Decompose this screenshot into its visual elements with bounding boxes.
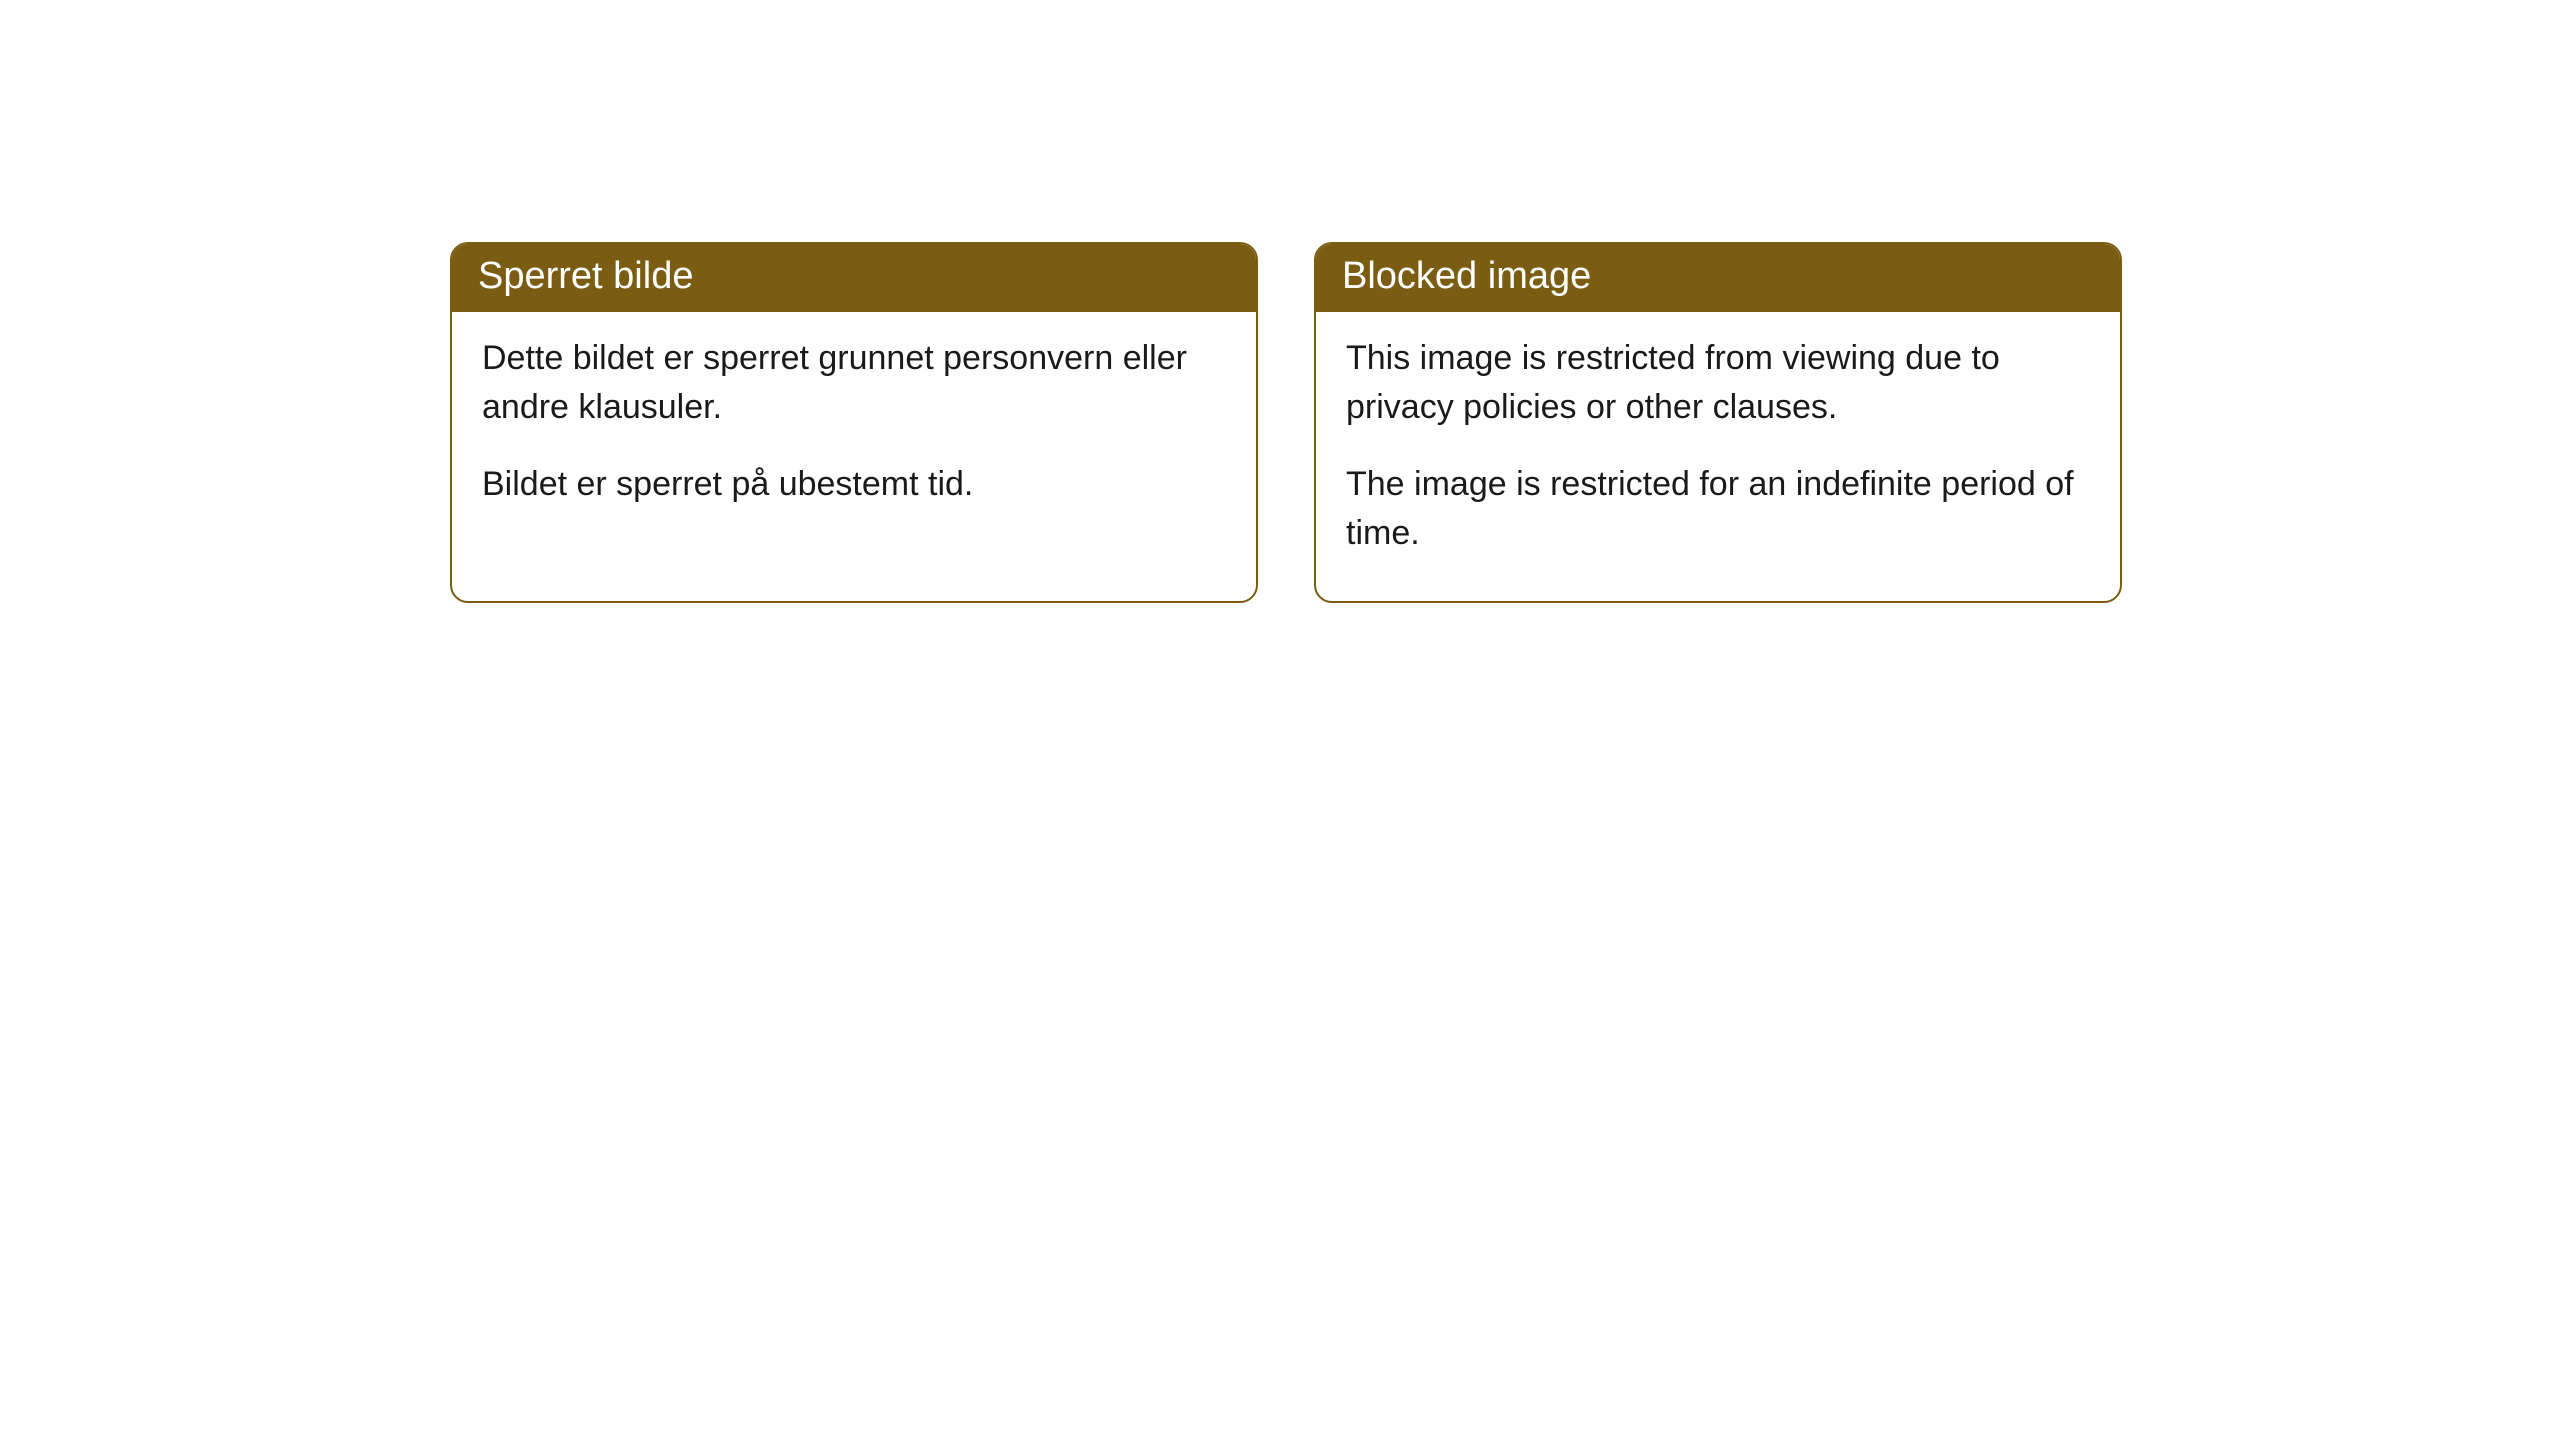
- card-text-norwegian-2: Bildet er sperret på ubestemt tid.: [482, 460, 1226, 509]
- card-body-norwegian: Dette bildet er sperret grunnet personve…: [452, 312, 1256, 552]
- card-title-norwegian: Sperret bilde: [478, 255, 693, 297]
- card-text-english-1: This image is restricted from viewing du…: [1346, 334, 2090, 433]
- notice-container: Sperret bilde Dette bildet er sperret gr…: [0, 0, 2560, 603]
- card-body-english: This image is restricted from viewing du…: [1316, 312, 2120, 601]
- card-text-english-2: The image is restricted for an indefinit…: [1346, 460, 2090, 559]
- card-title-english: Blocked image: [1342, 255, 1591, 297]
- card-header-english: Blocked image: [1316, 244, 2120, 312]
- card-text-norwegian-1: Dette bildet er sperret grunnet personve…: [482, 334, 1226, 433]
- blocked-image-card-norwegian: Sperret bilde Dette bildet er sperret gr…: [450, 242, 1258, 603]
- card-header-norwegian: Sperret bilde: [452, 244, 1256, 312]
- blocked-image-card-english: Blocked image This image is restricted f…: [1314, 242, 2122, 603]
